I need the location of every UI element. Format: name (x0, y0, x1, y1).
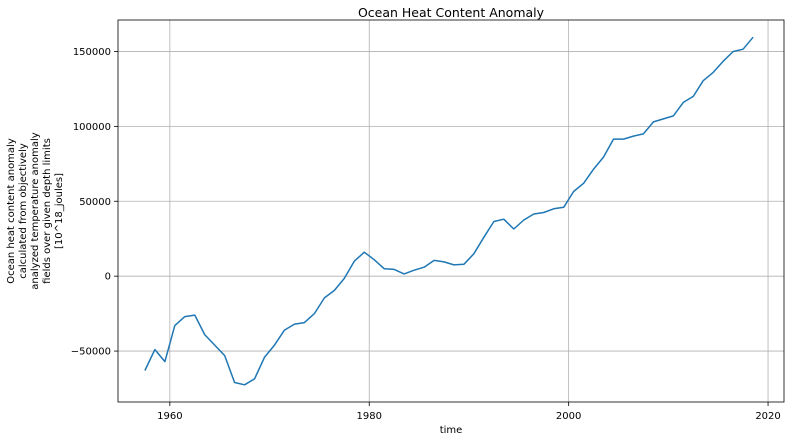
x-axis: 1960 1980 2000 2020 (157, 402, 781, 422)
y-axis-label: Ocean heat content anomalycalculated fro… (6, 132, 65, 289)
plot-area (144, 36, 754, 386)
y-axis-label-line: analyzed temperature anomaly (30, 132, 41, 289)
y-tick-label: 50000 (79, 197, 111, 208)
y-axis: −50000 0 50000 100000 150000 (71, 47, 118, 358)
y-axis-label-line: fields over given depth limits (42, 138, 53, 284)
series-line (144, 36, 754, 386)
x-tick-label: 1980 (357, 411, 382, 422)
y-tick-label: 150000 (73, 47, 111, 58)
axes-frame (117, 19, 785, 403)
y-tick-label: 100000 (73, 122, 111, 133)
y-tick-label: −50000 (71, 347, 111, 358)
y-axis-label-line: [10^18_joules] (54, 173, 65, 249)
y-axis-label-line: Ocean heat content anomaly (6, 138, 17, 284)
x-tick-label: 1960 (157, 411, 182, 422)
x-tick-label: 2000 (556, 411, 581, 422)
x-axis-label: time (440, 425, 463, 436)
chart-title: Ocean Heat Content Anomaly (358, 5, 545, 20)
x-tick-label: 2020 (755, 411, 780, 422)
y-axis-label-line: calculated from objectively (18, 143, 29, 279)
y-tick-label: 0 (105, 272, 111, 283)
grid (118, 20, 784, 402)
